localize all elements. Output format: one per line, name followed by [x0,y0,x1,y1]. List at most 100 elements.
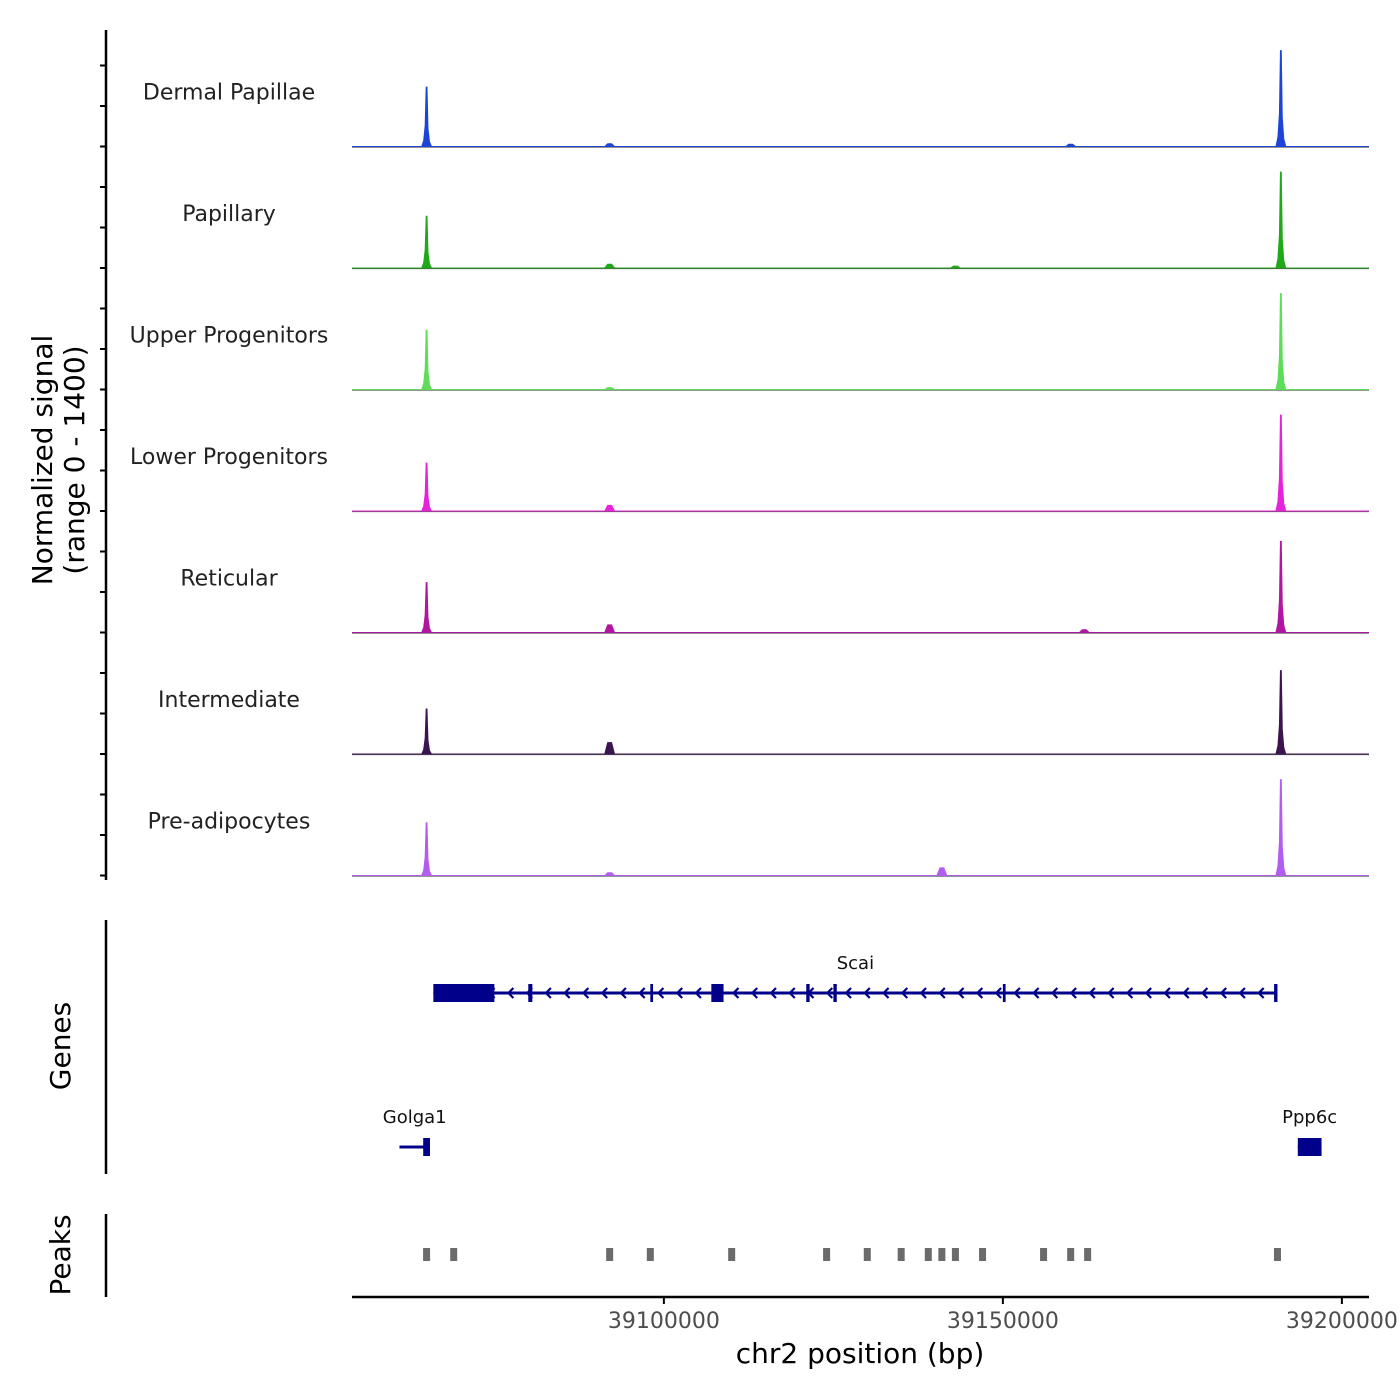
x-axis-ticks: 39100000 39150000 39200000 [608,1297,1398,1334]
strand-arrow [750,987,759,999]
signal-peak [421,86,433,147]
strand-arrow [675,987,683,999]
gene-scai: Scai [433,953,1278,1002]
y-axis-label-line1: Normalized signal [26,335,59,586]
signal-peak [1275,779,1287,876]
strand-arrow [563,987,571,999]
peak-region [897,1248,905,1261]
signal-peak [603,263,616,269]
signal-peak [1078,629,1091,633]
track-label: Upper Progenitors [130,324,329,349]
peak-region [951,1248,959,1261]
signal-peak [1275,171,1287,269]
signal-peak [1275,293,1287,390]
peak-region [823,1248,831,1261]
peak-region [1273,1248,1281,1261]
strand-arrow [975,987,984,999]
strand-arrow [731,987,740,999]
track-label: Pre-adipocytes [148,810,311,835]
peak-region [979,1248,987,1261]
gene-exon [833,984,837,1002]
strand-arrow [638,987,646,999]
signal-peak [420,215,433,269]
x-tick-label: 39100000 [608,1309,720,1334]
strand-arrow [1107,987,1115,999]
strand-arrow [938,987,946,999]
strand-arrow [994,987,1002,999]
strand-arrow [600,987,608,999]
track-lower-progenitors: Lower Progenitors [130,414,1369,513]
gene-annotations: Scai Golga1 Ppp6c [383,953,1337,1156]
gene-ppp6c: Ppp6c [1282,1107,1337,1156]
genes-panel-label: Genes [44,1002,77,1090]
strand-arrow [919,987,927,999]
strand-arrow [1144,987,1152,999]
signal-peak [420,582,433,633]
gene-exon [711,984,724,1002]
gene-exon [528,984,533,1002]
strand-arrow [1200,987,1209,999]
signal-y-ticks [100,64,106,877]
coverage-tracks: Dermal Papillae Papillary Upper Progenitor… [130,50,1369,877]
signal-peak [604,624,616,633]
strand-arrow [881,987,890,999]
signal-peak [1275,50,1287,147]
strand-arrow [1219,987,1227,999]
strand-arrow [1032,987,1040,999]
strand-arrow [1163,987,1171,999]
peak-region [450,1248,458,1261]
signal-peak [421,822,433,876]
peak-region [1067,1248,1075,1261]
peak-regions [423,1248,1281,1261]
peak-region [1040,1248,1048,1261]
strand-arrow [544,987,552,999]
signal-peak [1275,414,1287,512]
peak-region [646,1248,654,1261]
signal-peak [603,504,616,512]
signal-peak [420,708,433,755]
strand-arrow [1088,987,1096,999]
gene-exon [433,984,495,1002]
peak-region [423,1248,431,1261]
signal-peak [1275,670,1287,755]
strand-arrow [694,987,702,999]
strand-arrow [769,987,777,999]
signal-peak [603,872,616,876]
y-axis-label-line2: (range 0 - 1400) [58,345,91,574]
signal-peak [421,329,433,390]
x-tick-label: 39150000 [947,1309,1059,1334]
track-label: Papillary [182,202,276,227]
peak-region [728,1248,736,1261]
track-reticular: Reticular [180,540,1369,634]
track-intermediate: Intermediate [158,670,1369,756]
track-papillary: Papillary [182,171,1369,270]
strand-arrow [506,987,515,999]
gene-golga1: Golga1 [383,1107,447,1156]
signal-peak [420,462,433,512]
signal-peak [949,265,962,269]
strand-arrow [1257,987,1265,999]
gene-exon [1274,984,1278,1002]
signal-peak [603,387,617,390]
peak-region [863,1248,871,1261]
peaks-panel-label: Peaks [44,1214,77,1295]
gene-label: Golga1 [383,1107,447,1128]
track-upper-progenitors: Upper Progenitors [130,293,1369,391]
strand-arrow [844,987,852,999]
strand-arrow [863,987,871,999]
gene-label: Scai [837,953,874,974]
gene-exon [1297,1138,1322,1156]
signal-peak [603,143,616,147]
gene-exon [1002,984,1006,1002]
strand-arrow [1125,987,1134,999]
strand-arrow [1238,987,1246,999]
gene-exon [806,984,810,1002]
track-pre-adipocytes: Pre-adipocytes [148,779,1369,877]
signal-peak [1275,540,1287,633]
peak-region [924,1248,932,1261]
strand-arrow [957,987,965,999]
track-label: Lower Progenitors [130,445,328,470]
strand-arrow [581,987,590,999]
strand-arrow [900,987,909,999]
